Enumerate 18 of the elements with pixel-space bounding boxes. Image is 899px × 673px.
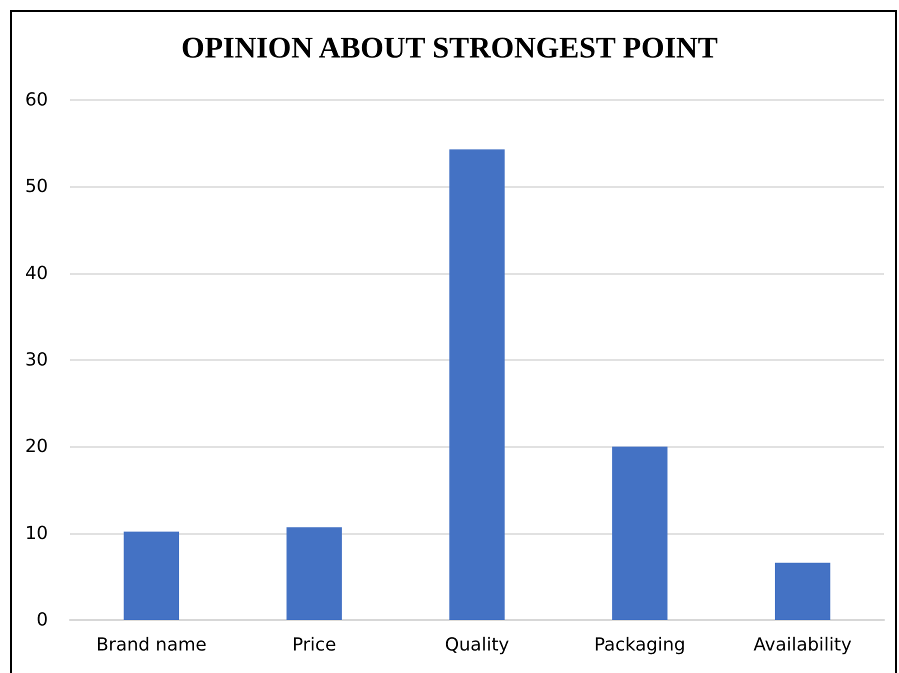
y-tick-label: 60	[25, 90, 48, 110]
y-tick-label: 40	[25, 262, 48, 284]
x-tick-label: Availability	[754, 634, 852, 656]
y-tick-label: 30	[25, 350, 48, 370]
bar	[286, 527, 342, 620]
y-tick-label: 10	[25, 522, 48, 544]
y-tick-label: 20	[25, 436, 48, 458]
y-tick-label: 0	[36, 610, 48, 630]
y-tick-label: 50	[25, 176, 48, 198]
x-tick-label: Quality	[444, 634, 510, 656]
x-tick-label: Packaging	[594, 634, 686, 656]
chart-title: OPINION ABOUT STRONGEST POINT	[181, 32, 718, 64]
x-tick-label: Brand name	[96, 634, 207, 656]
bar	[774, 562, 830, 620]
bar	[449, 149, 505, 620]
bar	[124, 532, 180, 620]
x-tick-label: Price	[292, 634, 336, 656]
bar	[612, 446, 668, 620]
